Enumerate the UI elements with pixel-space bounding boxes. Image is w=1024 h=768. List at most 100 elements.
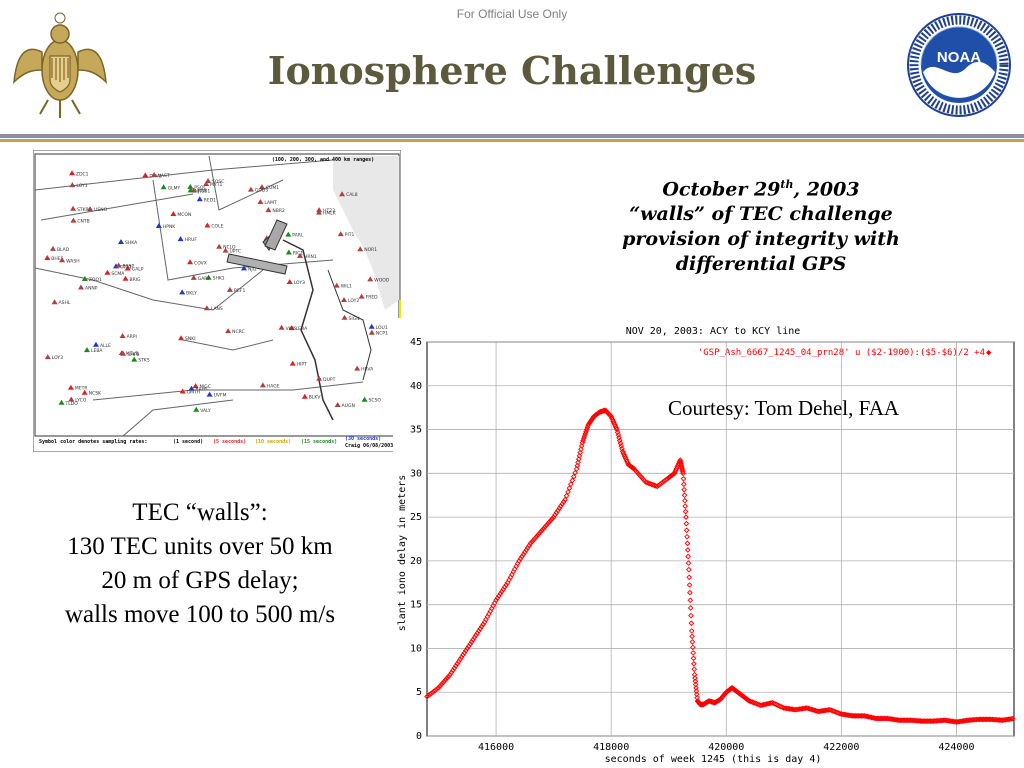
station-marker (177, 236, 184, 242)
caption-line-4: differential GPS (675, 253, 847, 276)
station-marker (316, 375, 323, 381)
data-point (500, 586, 507, 593)
data-point (683, 514, 689, 520)
data-point (661, 478, 668, 484)
station-marker (222, 247, 229, 253)
data-point (455, 658, 462, 665)
station-marker (188, 385, 195, 391)
station-marker (68, 396, 75, 402)
station-label: ALLE (100, 343, 111, 349)
data-point (560, 498, 567, 505)
station-marker (187, 259, 194, 265)
station-marker (368, 329, 375, 335)
station-label: MTVR (126, 351, 139, 357)
data-point (613, 425, 620, 431)
y-tick-label: 5 (416, 687, 422, 698)
data-point (692, 675, 698, 681)
data-point (532, 535, 538, 542)
data-point (690, 649, 697, 656)
data-point (434, 686, 440, 692)
data-point (692, 678, 699, 685)
station-marker (358, 293, 365, 299)
station-label: OTS1 (120, 264, 132, 270)
data-point (454, 660, 461, 667)
station-marker (44, 254, 51, 260)
courtesy-credit: Courtesy: Tom Dehel, FAA (668, 396, 900, 420)
station-label: UVFM (214, 393, 227, 399)
walls-line-1: TEC “walls”: (132, 499, 268, 526)
ionosphere-wall-arrow (226, 219, 288, 275)
station-marker (286, 279, 293, 285)
data-point (496, 593, 502, 599)
data-point (766, 700, 773, 707)
data-point (463, 647, 469, 654)
data-point (682, 497, 688, 504)
station-label: COLE (211, 223, 223, 229)
data-point (809, 706, 816, 713)
data-point (450, 667, 456, 674)
slide-title: Ionosphere Challenges (267, 48, 757, 93)
data-point (769, 699, 776, 706)
station-marker (179, 388, 186, 394)
station-marker (285, 249, 292, 255)
data-point (618, 443, 625, 449)
data-point (428, 690, 435, 697)
data-point (435, 685, 442, 691)
station-marker (92, 341, 99, 347)
station-label: SNKI (185, 336, 196, 342)
data-point (832, 709, 839, 715)
station-marker (341, 314, 348, 320)
data-point (765, 700, 771, 707)
station-label: WASH (66, 258, 80, 264)
data-point (693, 688, 700, 694)
data-point (480, 621, 486, 628)
data-point (577, 449, 584, 456)
caption-date-suffix: th (780, 178, 794, 191)
data-point (805, 705, 812, 712)
data-point (686, 574, 693, 581)
station-label: ANNP (85, 286, 98, 292)
station-label: MYT1 (210, 182, 222, 188)
chart-xlabel: seconds of week 1245 (this is day 4) (605, 754, 822, 765)
data-point (662, 477, 669, 483)
station-marker (297, 252, 304, 258)
data-point (537, 529, 544, 535)
data-point (755, 701, 761, 708)
data-point (442, 676, 449, 683)
station-marker (104, 269, 111, 275)
station-marker (193, 406, 200, 412)
data-point (534, 532, 541, 539)
station-marker (357, 246, 364, 252)
station-marker (258, 184, 265, 190)
data-point (683, 520, 690, 527)
data-point (688, 620, 695, 627)
data-point (658, 480, 665, 487)
data-point (831, 708, 837, 715)
data-point (689, 639, 696, 645)
data-point (760, 701, 767, 708)
station-marker (67, 384, 74, 390)
event-caption: October 29th, 2003 “walls” of TEC challe… (566, 172, 956, 277)
walls-line-4: walls move 100 to 500 m/s (64, 601, 336, 628)
station-marker (151, 171, 158, 177)
data-point (691, 660, 697, 667)
station-label: GARF (198, 276, 211, 282)
station-label: ARPI (127, 334, 137, 340)
station-marker (367, 276, 374, 282)
data-point (547, 517, 554, 524)
y-tick-label: 15 (410, 600, 422, 611)
data-point (617, 440, 624, 447)
station-marker (124, 265, 131, 271)
station-marker (179, 289, 186, 295)
station-marker (333, 282, 340, 288)
data-point (686, 566, 692, 573)
data-point (461, 649, 468, 656)
station-label: NCP1 (376, 331, 388, 337)
caption-date: October 29 (662, 178, 781, 201)
data-point (425, 692, 432, 699)
data-point (533, 533, 540, 540)
station-label: TLDO (65, 401, 79, 407)
y-tick-label: 25 (410, 512, 422, 523)
data-point (778, 703, 784, 710)
station-marker (206, 391, 213, 397)
